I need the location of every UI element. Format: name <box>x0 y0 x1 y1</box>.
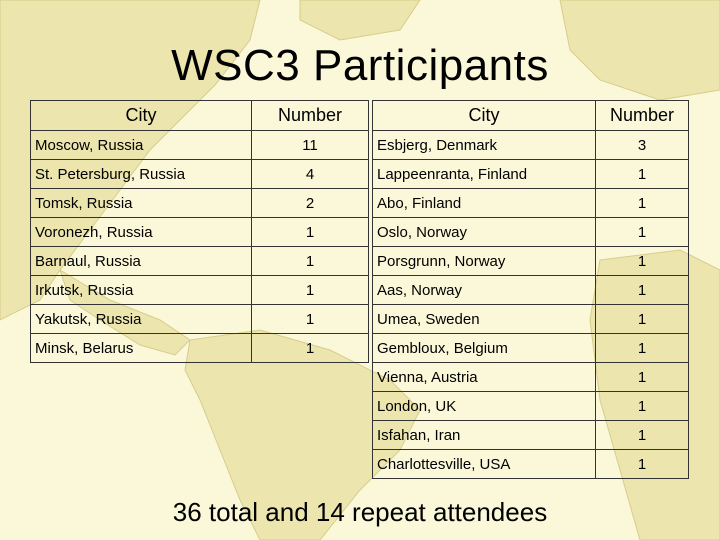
city-cell: Abo, Finland <box>372 188 596 218</box>
table-row: Tomsk, Russia 2 <box>30 188 369 218</box>
left-participants-table: City Number Moscow, Russia 11 St. Petersb… <box>30 100 369 363</box>
number-cell: 1 <box>251 217 369 247</box>
number-column-header: Number <box>251 100 369 131</box>
number-cell: 1 <box>251 275 369 305</box>
city-cell: Isfahan, Iran <box>372 420 596 450</box>
city-cell: Barnaul, Russia <box>30 246 252 276</box>
city-cell: Minsk, Belarus <box>30 333 252 363</box>
table-row: London, UK 1 <box>372 391 689 421</box>
table-header-row: City Number <box>30 100 369 131</box>
table-row: Lappeenranta, Finland 1 <box>372 159 689 189</box>
number-cell: 1 <box>595 449 689 479</box>
number-cell: 1 <box>251 246 369 276</box>
table-row: Yakutsk, Russia 1 <box>30 304 369 334</box>
number-cell: 3 <box>595 130 689 160</box>
number-cell: 11 <box>251 130 369 160</box>
city-cell: Charlottesville, USA <box>372 449 596 479</box>
number-cell: 1 <box>595 391 689 421</box>
table-row: Umea, Sweden 1 <box>372 304 689 334</box>
number-cell: 1 <box>251 333 369 363</box>
table-row: Porsgrunn, Norway 1 <box>372 246 689 276</box>
city-cell: Esbjerg, Denmark <box>372 130 596 160</box>
city-cell: London, UK <box>372 391 596 421</box>
summary-footer: 36 total and 14 repeat attendees <box>172 497 548 527</box>
city-cell: Oslo, Norway <box>372 217 596 247</box>
page-title: WSC3 Participants <box>171 41 549 90</box>
table-row: Irkutsk, Russia 1 <box>30 275 369 305</box>
city-cell: Voronezh, Russia <box>30 217 252 247</box>
table-row: Abo, Finland 1 <box>372 188 689 218</box>
table-row: Minsk, Belarus 1 <box>30 333 369 363</box>
city-cell: Moscow, Russia <box>30 130 252 160</box>
number-cell: 1 <box>595 333 689 363</box>
city-cell: Gembloux, Belgium <box>372 333 596 363</box>
city-column-header: City <box>30 100 252 131</box>
number-column-header: Number <box>595 100 689 131</box>
table-row: Barnaul, Russia 1 <box>30 246 369 276</box>
right-participants-table: City Number Esbjerg, Denmark 3 Lappeenran… <box>372 100 689 479</box>
number-cell: 1 <box>595 304 689 334</box>
city-cell: Tomsk, Russia <box>30 188 252 218</box>
number-cell: 1 <box>595 217 689 247</box>
city-cell: Lappeenranta, Finland <box>372 159 596 189</box>
number-cell: 1 <box>595 275 689 305</box>
city-cell: St. Petersburg, Russia <box>30 159 252 189</box>
number-cell: 1 <box>251 304 369 334</box>
table-row: Moscow, Russia 11 <box>30 130 369 160</box>
city-cell: Aas, Norway <box>372 275 596 305</box>
number-cell: 1 <box>595 159 689 189</box>
table-row: Voronezh, Russia 1 <box>30 217 369 247</box>
number-cell: 1 <box>595 362 689 392</box>
city-cell: Irkutsk, Russia <box>30 275 252 305</box>
table-row: Charlottesville, USA 1 <box>372 449 689 479</box>
number-cell: 2 <box>251 188 369 218</box>
number-cell: 4 <box>251 159 369 189</box>
table-row: Aas, Norway 1 <box>372 275 689 305</box>
city-cell: Vienna, Austria <box>372 362 596 392</box>
table-header-row: City Number <box>372 100 689 131</box>
table-row: Vienna, Austria 1 <box>372 362 689 392</box>
table-row: Isfahan, Iran 1 <box>372 420 689 450</box>
city-cell: Yakutsk, Russia <box>30 304 252 334</box>
table-row: Esbjerg, Denmark 3 <box>372 130 689 160</box>
number-cell: 1 <box>595 246 689 276</box>
table-row: Oslo, Norway 1 <box>372 217 689 247</box>
number-cell: 1 <box>595 420 689 450</box>
city-column-header: City <box>372 100 596 131</box>
table-row: St. Petersburg, Russia 4 <box>30 159 369 189</box>
number-cell: 1 <box>595 188 689 218</box>
city-cell: Porsgrunn, Norway <box>372 246 596 276</box>
table-row: Gembloux, Belgium 1 <box>372 333 689 363</box>
city-cell: Umea, Sweden <box>372 304 596 334</box>
